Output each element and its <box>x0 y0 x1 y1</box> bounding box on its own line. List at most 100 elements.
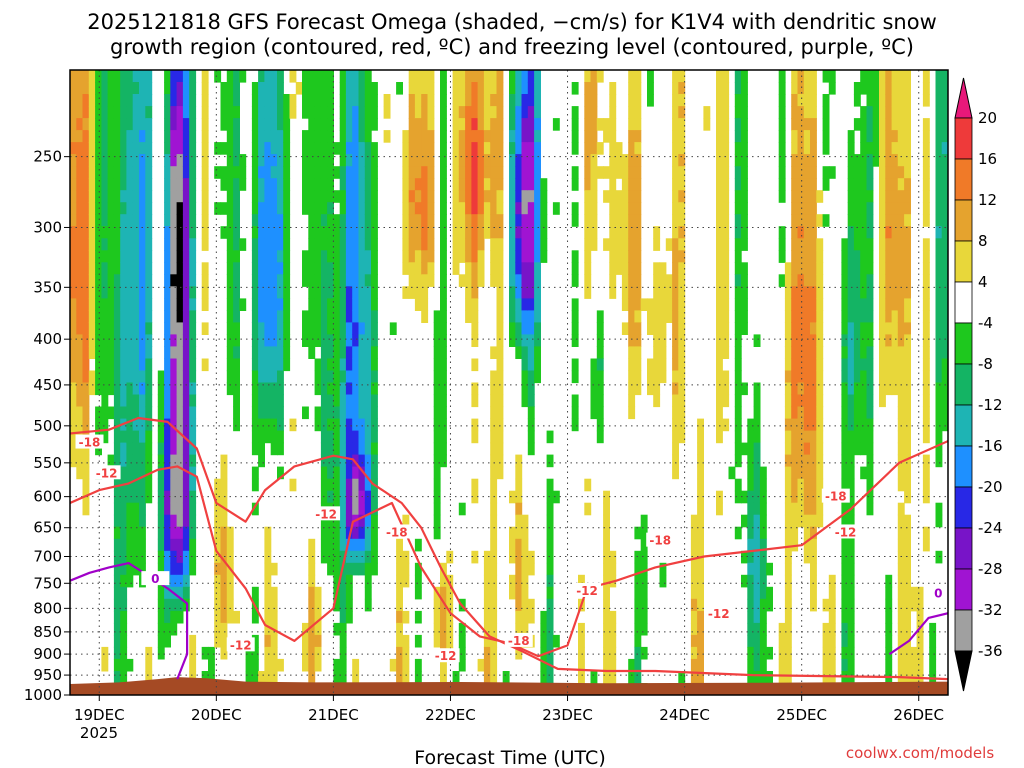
omega-cell <box>452 226 460 239</box>
omega-cell <box>847 622 855 636</box>
omega-cell <box>527 166 535 179</box>
omega-cell <box>101 226 109 239</box>
omega-cell <box>414 82 422 95</box>
omega-cell <box>164 238 171 251</box>
omega-cell <box>88 166 96 179</box>
omega-cell <box>690 634 698 648</box>
omega-cell <box>176 334 184 347</box>
omega-cell <box>847 370 855 384</box>
omega-cell <box>634 358 642 372</box>
omega-cell <box>791 454 799 468</box>
omega-cell <box>277 190 284 203</box>
omega-cell <box>201 82 209 95</box>
omega-cell <box>897 190 905 203</box>
omega-cell <box>70 262 77 275</box>
omega-cell <box>509 106 516 119</box>
omega-cell <box>327 130 334 143</box>
omega-cell <box>182 538 190 552</box>
omega-cell <box>358 214 366 227</box>
omega-cell <box>339 454 347 468</box>
omega-cell <box>189 70 197 83</box>
omega-cell <box>402 166 410 179</box>
omega-cell <box>132 502 140 516</box>
omega-cell <box>320 538 328 552</box>
omega-cell <box>584 166 592 179</box>
omega-cell <box>82 442 90 456</box>
omega-cell <box>226 94 234 107</box>
omega-cell <box>408 94 416 107</box>
omega-cell <box>220 202 228 215</box>
omega-cell <box>120 490 128 504</box>
omega-cell <box>678 226 686 239</box>
omega-cell <box>860 322 868 335</box>
omega-cell <box>82 322 90 335</box>
omega-cell <box>258 430 265 444</box>
x-tick-label: 24DEC <box>659 706 710 724</box>
omega-cell <box>440 94 447 107</box>
omega-cell <box>352 106 360 119</box>
omega-cell <box>784 622 792 636</box>
omega-cell <box>741 238 748 251</box>
omega-cell <box>741 142 748 155</box>
omega-cell <box>339 490 347 504</box>
omega-cell <box>866 166 874 179</box>
omega-cell <box>678 334 686 347</box>
omega-cell <box>897 370 905 384</box>
omega-cell <box>277 430 284 444</box>
omega-cell <box>810 238 817 251</box>
omega-cell <box>270 250 278 263</box>
omega-cell <box>233 262 240 275</box>
omega-cell <box>182 214 190 227</box>
omega-cell <box>590 178 598 191</box>
omega-cell <box>314 634 322 648</box>
omega-cell <box>521 142 529 155</box>
omega-cell <box>784 550 792 564</box>
omega-cell <box>139 262 146 275</box>
omega-cell <box>264 238 272 251</box>
omega-cell <box>277 130 284 143</box>
omega-cell <box>277 250 284 263</box>
omega-cell <box>596 346 604 359</box>
omega-cell <box>922 166 930 179</box>
omega-cell <box>170 310 178 323</box>
omega-cell <box>797 166 805 179</box>
omega-cell <box>452 238 460 251</box>
omega-cell <box>189 526 197 540</box>
omega-cell <box>722 154 730 167</box>
omega-cell <box>126 262 134 275</box>
omega-cell <box>139 286 146 299</box>
omega-cell <box>659 322 667 335</box>
credit-link[interactable]: coolwx.com/models <box>846 744 994 762</box>
omega-cell <box>634 622 642 636</box>
omega-cell <box>402 238 410 251</box>
omega-cell <box>440 214 447 227</box>
omega-cell <box>101 646 109 660</box>
omega-cell <box>596 322 604 335</box>
omega-cell <box>233 238 240 251</box>
omega-cell <box>596 430 604 444</box>
omega-cell <box>866 82 874 95</box>
omega-cell <box>471 250 479 263</box>
omega-cell <box>766 562 773 576</box>
omega-cell <box>189 370 197 384</box>
omega-cell <box>534 334 541 347</box>
omega-cell <box>722 370 730 384</box>
omega-cell <box>816 430 824 444</box>
omega-cell <box>628 671 636 684</box>
omega-cell <box>647 94 654 107</box>
omega-cell <box>778 226 786 239</box>
omega-cell <box>534 190 541 203</box>
omega-cell <box>421 202 429 215</box>
omega-cell <box>527 562 535 576</box>
omega-cell <box>753 574 761 588</box>
omega-cell <box>189 418 197 432</box>
omega-cell <box>458 214 466 227</box>
omega-cell <box>126 322 134 335</box>
omega-cell <box>935 346 943 359</box>
omega-cell <box>113 514 121 528</box>
omega-cell <box>609 238 617 251</box>
omega-cell <box>327 286 334 299</box>
omega-cell <box>841 502 849 516</box>
omega-cell <box>521 382 529 396</box>
omega-cell <box>458 634 466 648</box>
